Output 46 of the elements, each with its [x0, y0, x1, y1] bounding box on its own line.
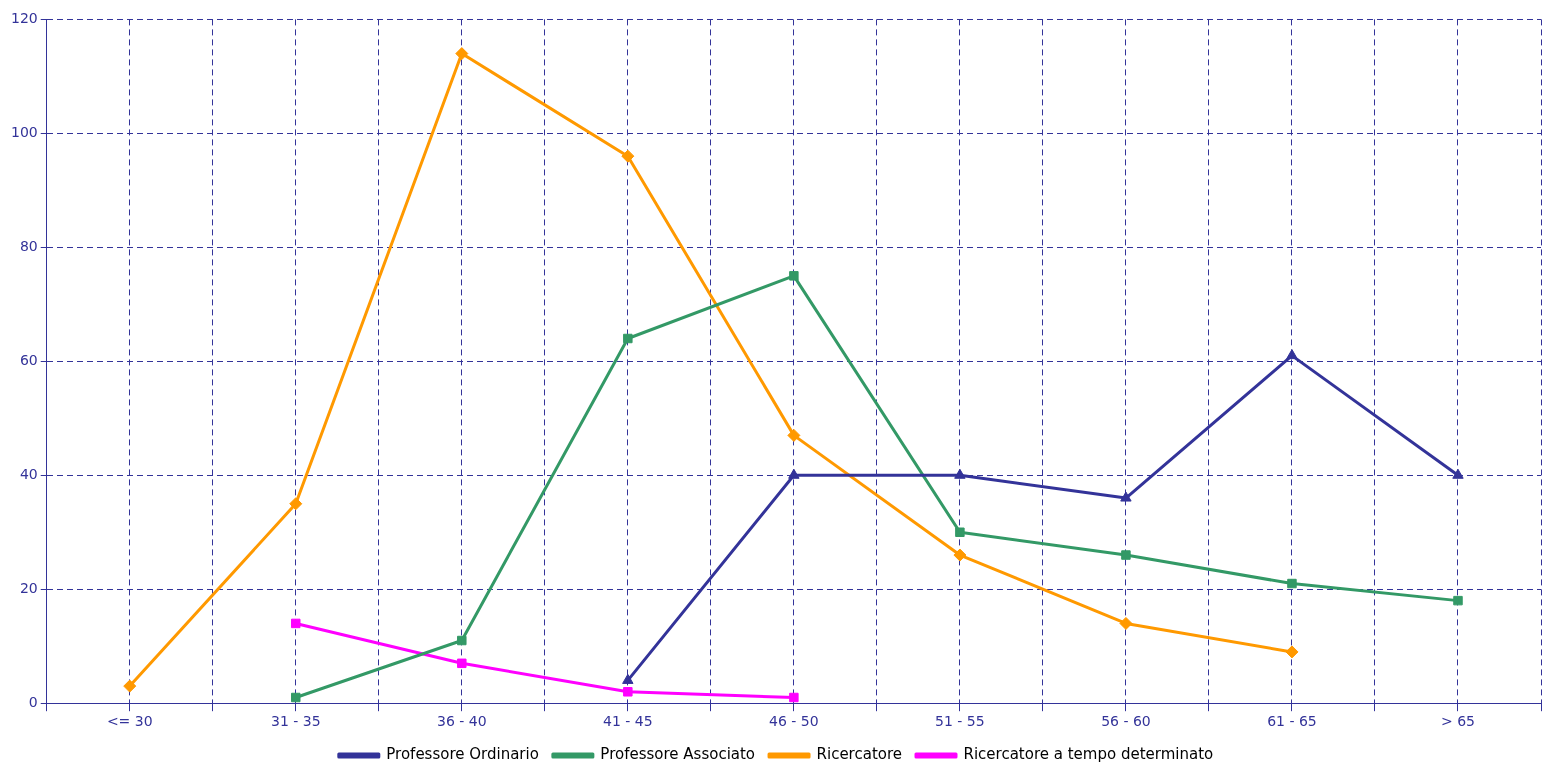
point — [1453, 595, 1463, 606]
x-tick-label: <= 30 — [106, 713, 153, 730]
point — [789, 692, 799, 703]
point — [457, 658, 467, 669]
y-tick-label: 120 — [10, 10, 38, 27]
point — [291, 692, 301, 703]
y-tick-label: 20 — [19, 579, 38, 596]
point — [623, 333, 633, 344]
x-tick-label: 56 - 60 — [1101, 713, 1151, 730]
point — [953, 548, 967, 562]
point — [621, 149, 635, 163]
y-tick-label: 80 — [19, 237, 38, 254]
legend-label: Professore Ordinario — [386, 745, 539, 764]
x-tick-label: 46 - 50 — [769, 713, 819, 730]
y-tick-label: 60 — [19, 351, 38, 368]
point — [789, 271, 799, 281]
point — [787, 428, 801, 442]
x-tick-label: 51 - 55 — [935, 713, 985, 730]
point — [623, 687, 633, 697]
point — [955, 527, 965, 537]
point — [1121, 550, 1131, 560]
point — [1286, 349, 1298, 360]
legend-label: Ricercatore a tempo determinato — [963, 745, 1214, 764]
point — [1119, 616, 1133, 630]
x-tick-label: 61 - 65 — [1267, 713, 1317, 730]
point — [123, 679, 137, 693]
point — [622, 673, 634, 684]
y-tick-label: 0 — [28, 693, 38, 710]
legend-label: Ricercatore — [816, 745, 903, 764]
x-tick-label: 31 - 35 — [270, 713, 321, 730]
y-tick-label: 100 — [10, 124, 38, 141]
x-tick-label: 41 - 45 — [603, 713, 653, 730]
point — [1287, 578, 1297, 589]
point — [289, 497, 303, 511]
point — [455, 47, 469, 61]
point — [1452, 468, 1464, 479]
point — [788, 468, 800, 479]
y-tick-label: 40 — [19, 465, 38, 482]
legend-label: Professore Associato — [600, 745, 756, 764]
point — [457, 635, 467, 646]
x-tick-label: > 65 — [1440, 713, 1475, 730]
point — [1285, 645, 1299, 659]
point — [291, 618, 301, 629]
x-tick-label: 36 - 40 — [437, 713, 487, 730]
point — [954, 468, 966, 479]
point — [1120, 491, 1132, 502]
